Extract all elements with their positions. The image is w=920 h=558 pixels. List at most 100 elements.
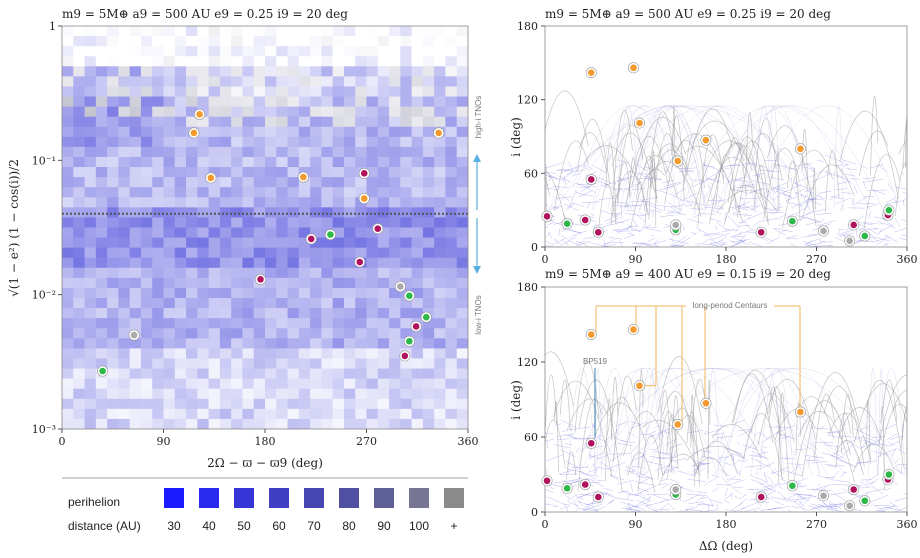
- heat-cell: [400, 237, 413, 249]
- heat-cell: [152, 318, 164, 329]
- heat-cell: [253, 308, 266, 319]
- heat-cell: [434, 257, 446, 269]
- heat-cell: [163, 388, 176, 400]
- trajectory-blue: [655, 205, 673, 208]
- heat-cell: [197, 46, 210, 57]
- heat-cell: [208, 156, 221, 168]
- heat-cell: [208, 358, 221, 370]
- heat-cell: [163, 217, 176, 228]
- heat-cell: [445, 177, 458, 188]
- heat-cell: [343, 237, 356, 249]
- heat-cell: [456, 418, 468, 429]
- heat-cell: [411, 187, 424, 198]
- heat-cell: [310, 328, 322, 339]
- trajectory-blue: [583, 434, 592, 441]
- heat-cell: [208, 277, 221, 289]
- trajectory-blue: [771, 466, 789, 474]
- trajectory-faint: [630, 368, 902, 475]
- trajectory-blue: [901, 234, 907, 236]
- heat-cell: [208, 308, 221, 319]
- trajectory-blue: [621, 505, 642, 510]
- heat-cell: [276, 86, 289, 98]
- heat-cell: [321, 368, 334, 380]
- heat-cell: [389, 96, 401, 108]
- heat-cell: [310, 136, 322, 148]
- heat-cell: [287, 277, 300, 289]
- trajectory-blue: [771, 182, 788, 189]
- heat-cell: [152, 86, 164, 98]
- heat-cell: [84, 408, 97, 420]
- heat-cell: [422, 136, 435, 148]
- heat-cell: [298, 408, 311, 420]
- heat-cell: [287, 116, 300, 128]
- x-tick-label: 360: [458, 435, 479, 448]
- trajectory-faint: [619, 105, 716, 211]
- trajectory-blue: [791, 506, 800, 509]
- trajectory-blue: [606, 499, 615, 506]
- heat-cell: [456, 136, 468, 148]
- trajectory-blue: [684, 204, 693, 207]
- trajectory-blue: [557, 469, 574, 475]
- heat-cell: [298, 66, 311, 77]
- heat-cell: [343, 247, 356, 259]
- heat-cell: [400, 96, 413, 108]
- trajectory-blue: [577, 190, 592, 198]
- trajectory-faint: [721, 368, 820, 475]
- heat-cell: [242, 378, 255, 390]
- trajectory-blue: [795, 448, 807, 450]
- heat-cell: [265, 287, 277, 299]
- trajectory-blue: [870, 239, 873, 243]
- trajectory-blue: [652, 212, 654, 218]
- heat-cell: [73, 177, 86, 188]
- trajectory-blue: [883, 222, 896, 229]
- trajectory-blue: [745, 442, 754, 451]
- trajectory-blue: [734, 179, 751, 183]
- trajectory-blue: [797, 493, 817, 497]
- heat-cell: [343, 126, 356, 138]
- heat-cell: [186, 217, 198, 228]
- heat-cell: [366, 368, 379, 380]
- trajectory-blue: [591, 480, 605, 487]
- heat-cell: [287, 76, 300, 87]
- trajectory-blue: [822, 500, 826, 505]
- trajectory-gray: [777, 392, 785, 484]
- heat-cell: [411, 26, 424, 37]
- heat-cell: [231, 308, 243, 319]
- heat-cell: [366, 388, 379, 400]
- trajectory-faint: [568, 368, 596, 475]
- trajectory-blue: [732, 454, 734, 461]
- heat-cell: [140, 36, 153, 47]
- heat-cell: [343, 96, 356, 108]
- trajectory-blue: [661, 166, 667, 172]
- object-point: [702, 399, 710, 407]
- heat-cell: [389, 247, 401, 259]
- heat-cell: [84, 318, 97, 329]
- heat-cell: [253, 197, 266, 208]
- heat-cell: [186, 378, 198, 390]
- heat-cell: [276, 177, 289, 188]
- trajectory-blue: [734, 176, 749, 182]
- trajectory-blue: [624, 235, 633, 239]
- trajectory-blue: [701, 502, 714, 507]
- trajectory-gray: [553, 140, 589, 212]
- heat-cell: [434, 418, 446, 429]
- legend-label: 60: [272, 519, 286, 533]
- heat-cell: [197, 36, 210, 47]
- trajectory-blue: [723, 462, 733, 466]
- heat-cell: [186, 197, 198, 208]
- heat-cell: [355, 146, 367, 158]
- heat-cell: [332, 76, 345, 87]
- heatmap-point: [374, 225, 382, 232]
- trajectory-blue: [837, 229, 855, 235]
- trajectory-blue: [817, 483, 821, 487]
- heat-cell: [400, 418, 413, 429]
- heat-cell: [73, 298, 86, 309]
- heat-cell: [298, 217, 311, 228]
- long-period-centaurs-label: long-period Centaurs: [693, 301, 768, 310]
- trajectory-blue: [660, 214, 675, 218]
- heat-cell: [445, 116, 458, 128]
- heat-cell: [332, 167, 345, 178]
- heat-cell: [265, 398, 277, 410]
- heat-cell: [411, 298, 424, 309]
- trajectory-blue: [664, 466, 678, 472]
